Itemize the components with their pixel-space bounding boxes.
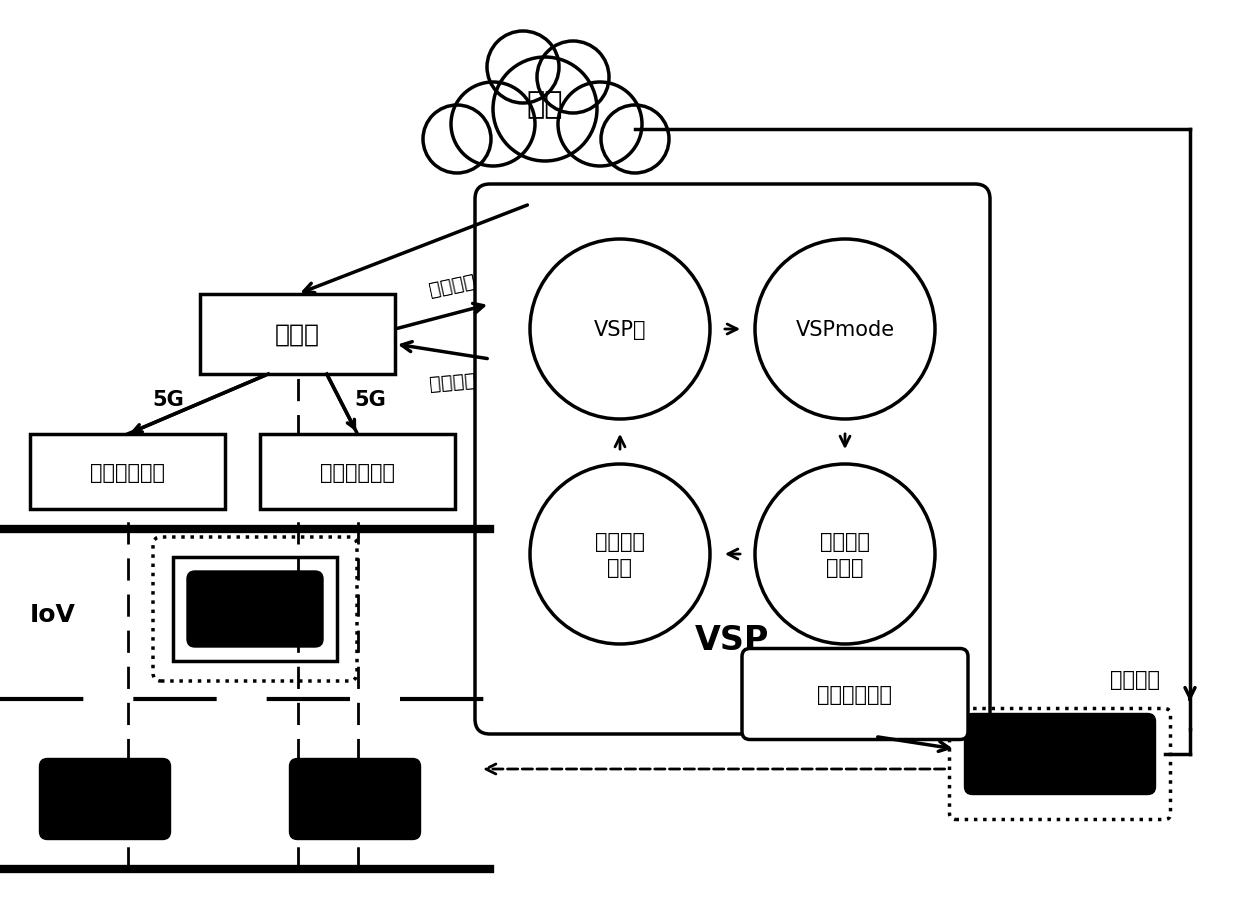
Text: VSP: VSP xyxy=(696,623,770,656)
Text: 边缘数据计算: 边缘数据计算 xyxy=(817,684,893,704)
FancyBboxPatch shape xyxy=(742,649,968,740)
Circle shape xyxy=(755,465,935,644)
Circle shape xyxy=(601,106,670,174)
FancyBboxPatch shape xyxy=(187,571,322,648)
Circle shape xyxy=(558,83,642,167)
Text: 污染物排
放估计: 污染物排 放估计 xyxy=(820,531,870,578)
FancyBboxPatch shape xyxy=(30,435,224,509)
Text: 5G: 5G xyxy=(153,390,184,410)
Circle shape xyxy=(423,106,491,174)
Circle shape xyxy=(487,32,559,104)
FancyBboxPatch shape xyxy=(289,759,420,840)
Text: 道路状况
聚合: 道路状况 聚合 xyxy=(595,531,645,578)
Circle shape xyxy=(537,42,609,114)
Circle shape xyxy=(529,465,711,644)
Circle shape xyxy=(755,240,935,420)
Text: 智能车: 智能车 xyxy=(275,322,320,346)
Circle shape xyxy=(451,83,534,167)
Text: 任务分配: 任务分配 xyxy=(1110,670,1159,690)
Text: 云端: 云端 xyxy=(527,90,563,119)
FancyBboxPatch shape xyxy=(475,185,990,734)
Circle shape xyxy=(529,240,711,420)
Text: IoV: IoV xyxy=(30,602,76,627)
FancyBboxPatch shape xyxy=(965,713,1156,794)
FancyBboxPatch shape xyxy=(40,759,171,840)
Text: 获取感应数据: 获取感应数据 xyxy=(320,462,396,482)
Text: 输出结果: 输出结果 xyxy=(428,370,476,393)
FancyBboxPatch shape xyxy=(200,294,396,374)
Text: 获取感应数据: 获取感应数据 xyxy=(91,462,165,482)
Text: VSP值: VSP值 xyxy=(594,320,646,340)
Circle shape xyxy=(494,58,596,162)
Text: 5G: 5G xyxy=(355,390,386,410)
FancyBboxPatch shape xyxy=(260,435,455,509)
Text: VSPmode: VSPmode xyxy=(795,320,894,340)
Text: 输入数据: 输入数据 xyxy=(428,271,477,299)
